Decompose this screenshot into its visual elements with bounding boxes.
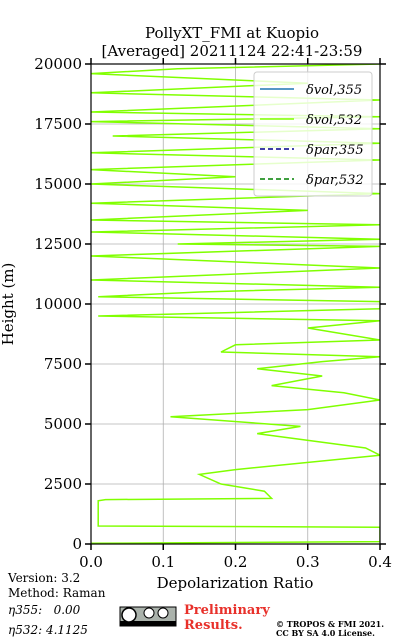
note: η532: 4.1125 bbox=[8, 623, 88, 637]
x-tick-label: 0.1 bbox=[151, 553, 175, 571]
cc-logo bbox=[119, 606, 177, 627]
y-tick-label: 5000 bbox=[44, 415, 82, 433]
copyright: CC BY SA 4.0 License. bbox=[276, 628, 375, 638]
x-tick-label: 0.4 bbox=[368, 553, 392, 571]
y-axis-label: Height (m) bbox=[0, 263, 17, 346]
chart-subtitle: [Averaged] 20211124 22:41-23:59 bbox=[102, 42, 363, 60]
plot-frame bbox=[90, 63, 381, 545]
y-tick-label: 15000 bbox=[34, 175, 82, 193]
preliminary: Results. bbox=[184, 618, 243, 633]
note: Version: 3.2 bbox=[7, 571, 80, 585]
preliminary: Preliminary bbox=[184, 603, 270, 618]
legend-label: δvol,532 bbox=[306, 113, 362, 128]
y-tick-label: 17500 bbox=[34, 115, 82, 133]
legend-box bbox=[253, 71, 373, 197]
y-tick-label: 0 bbox=[72, 535, 82, 553]
legend-label: δvol,355 bbox=[306, 83, 362, 98]
y-tick-label: 2500 bbox=[44, 475, 82, 493]
x-tick-label: 0.0 bbox=[79, 553, 103, 571]
y-tick-label: 20000 bbox=[34, 55, 82, 73]
profile-line bbox=[91, 64, 380, 544]
x-axis-label: Depolarization Ratio bbox=[157, 574, 314, 592]
legend-label: δpar,532 bbox=[306, 173, 364, 188]
x-tick-label: 0.2 bbox=[224, 553, 248, 571]
y-tick-label: 10000 bbox=[34, 295, 82, 313]
note: Method: Raman bbox=[8, 586, 106, 600]
x-tick-label: 0.3 bbox=[296, 553, 320, 571]
y-tick-label: 12500 bbox=[34, 235, 82, 253]
chart-title: PollyXT_FMI at Kuopio bbox=[145, 24, 319, 42]
y-tick-label: 7500 bbox=[44, 355, 82, 373]
copyright: © TROPOS & FMI 2021. bbox=[276, 619, 384, 629]
note: η355: 0.00 bbox=[8, 603, 81, 617]
legend-label: δpar,355 bbox=[306, 143, 364, 158]
